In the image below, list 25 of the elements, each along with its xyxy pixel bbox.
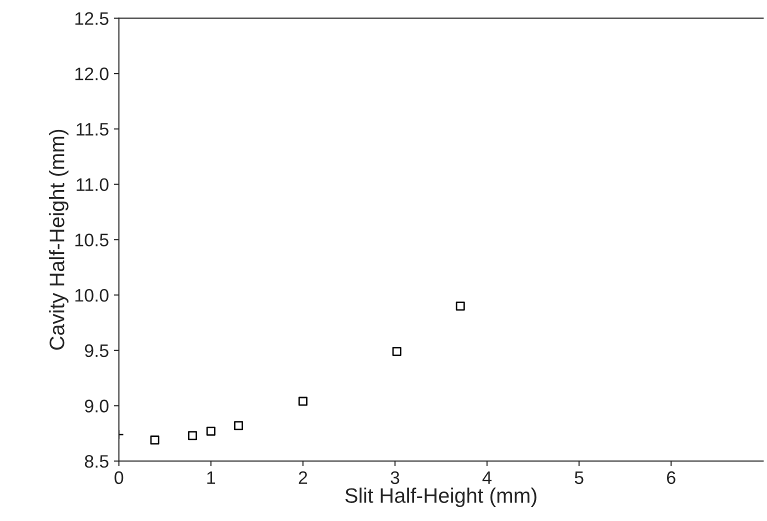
- x-tick-label: 0: [114, 471, 124, 484]
- point: [188, 431, 198, 440]
- y-tick-label: 10.0: [75, 288, 108, 302]
- y-tick-label: 12.5: [75, 12, 108, 25]
- x-tick-label: 4: [482, 471, 492, 484]
- y-tick-label: 11.5: [76, 123, 108, 136]
- point: [298, 396, 308, 406]
- y-tick-label: 10.5: [75, 234, 108, 246]
- y-axis-title: Cavity Half-Height (mm): [49, 130, 68, 350]
- x-axis-title: Slit Half-Height (mm): [345, 488, 536, 508]
- x-tick-label: 3: [390, 471, 400, 484]
- x-tick-label: 5: [574, 471, 584, 484]
- y-tick-label: 12.0: [75, 68, 108, 80]
- y-tick-label: 9.5: [84, 344, 108, 358]
- point: [206, 426, 216, 436]
- point: [150, 436, 160, 445]
- point: [392, 346, 402, 356]
- y-tick-label: 8.5: [84, 455, 108, 468]
- y-tick-label: 9.0: [84, 400, 108, 412]
- x-tick-label: 2: [298, 471, 308, 484]
- point: [234, 421, 244, 430]
- x-tick-label: 1: [207, 471, 216, 484]
- point: [456, 302, 465, 311]
- y-tick-label: 11.0: [76, 178, 108, 192]
- x-tick-label: 6: [667, 471, 676, 484]
